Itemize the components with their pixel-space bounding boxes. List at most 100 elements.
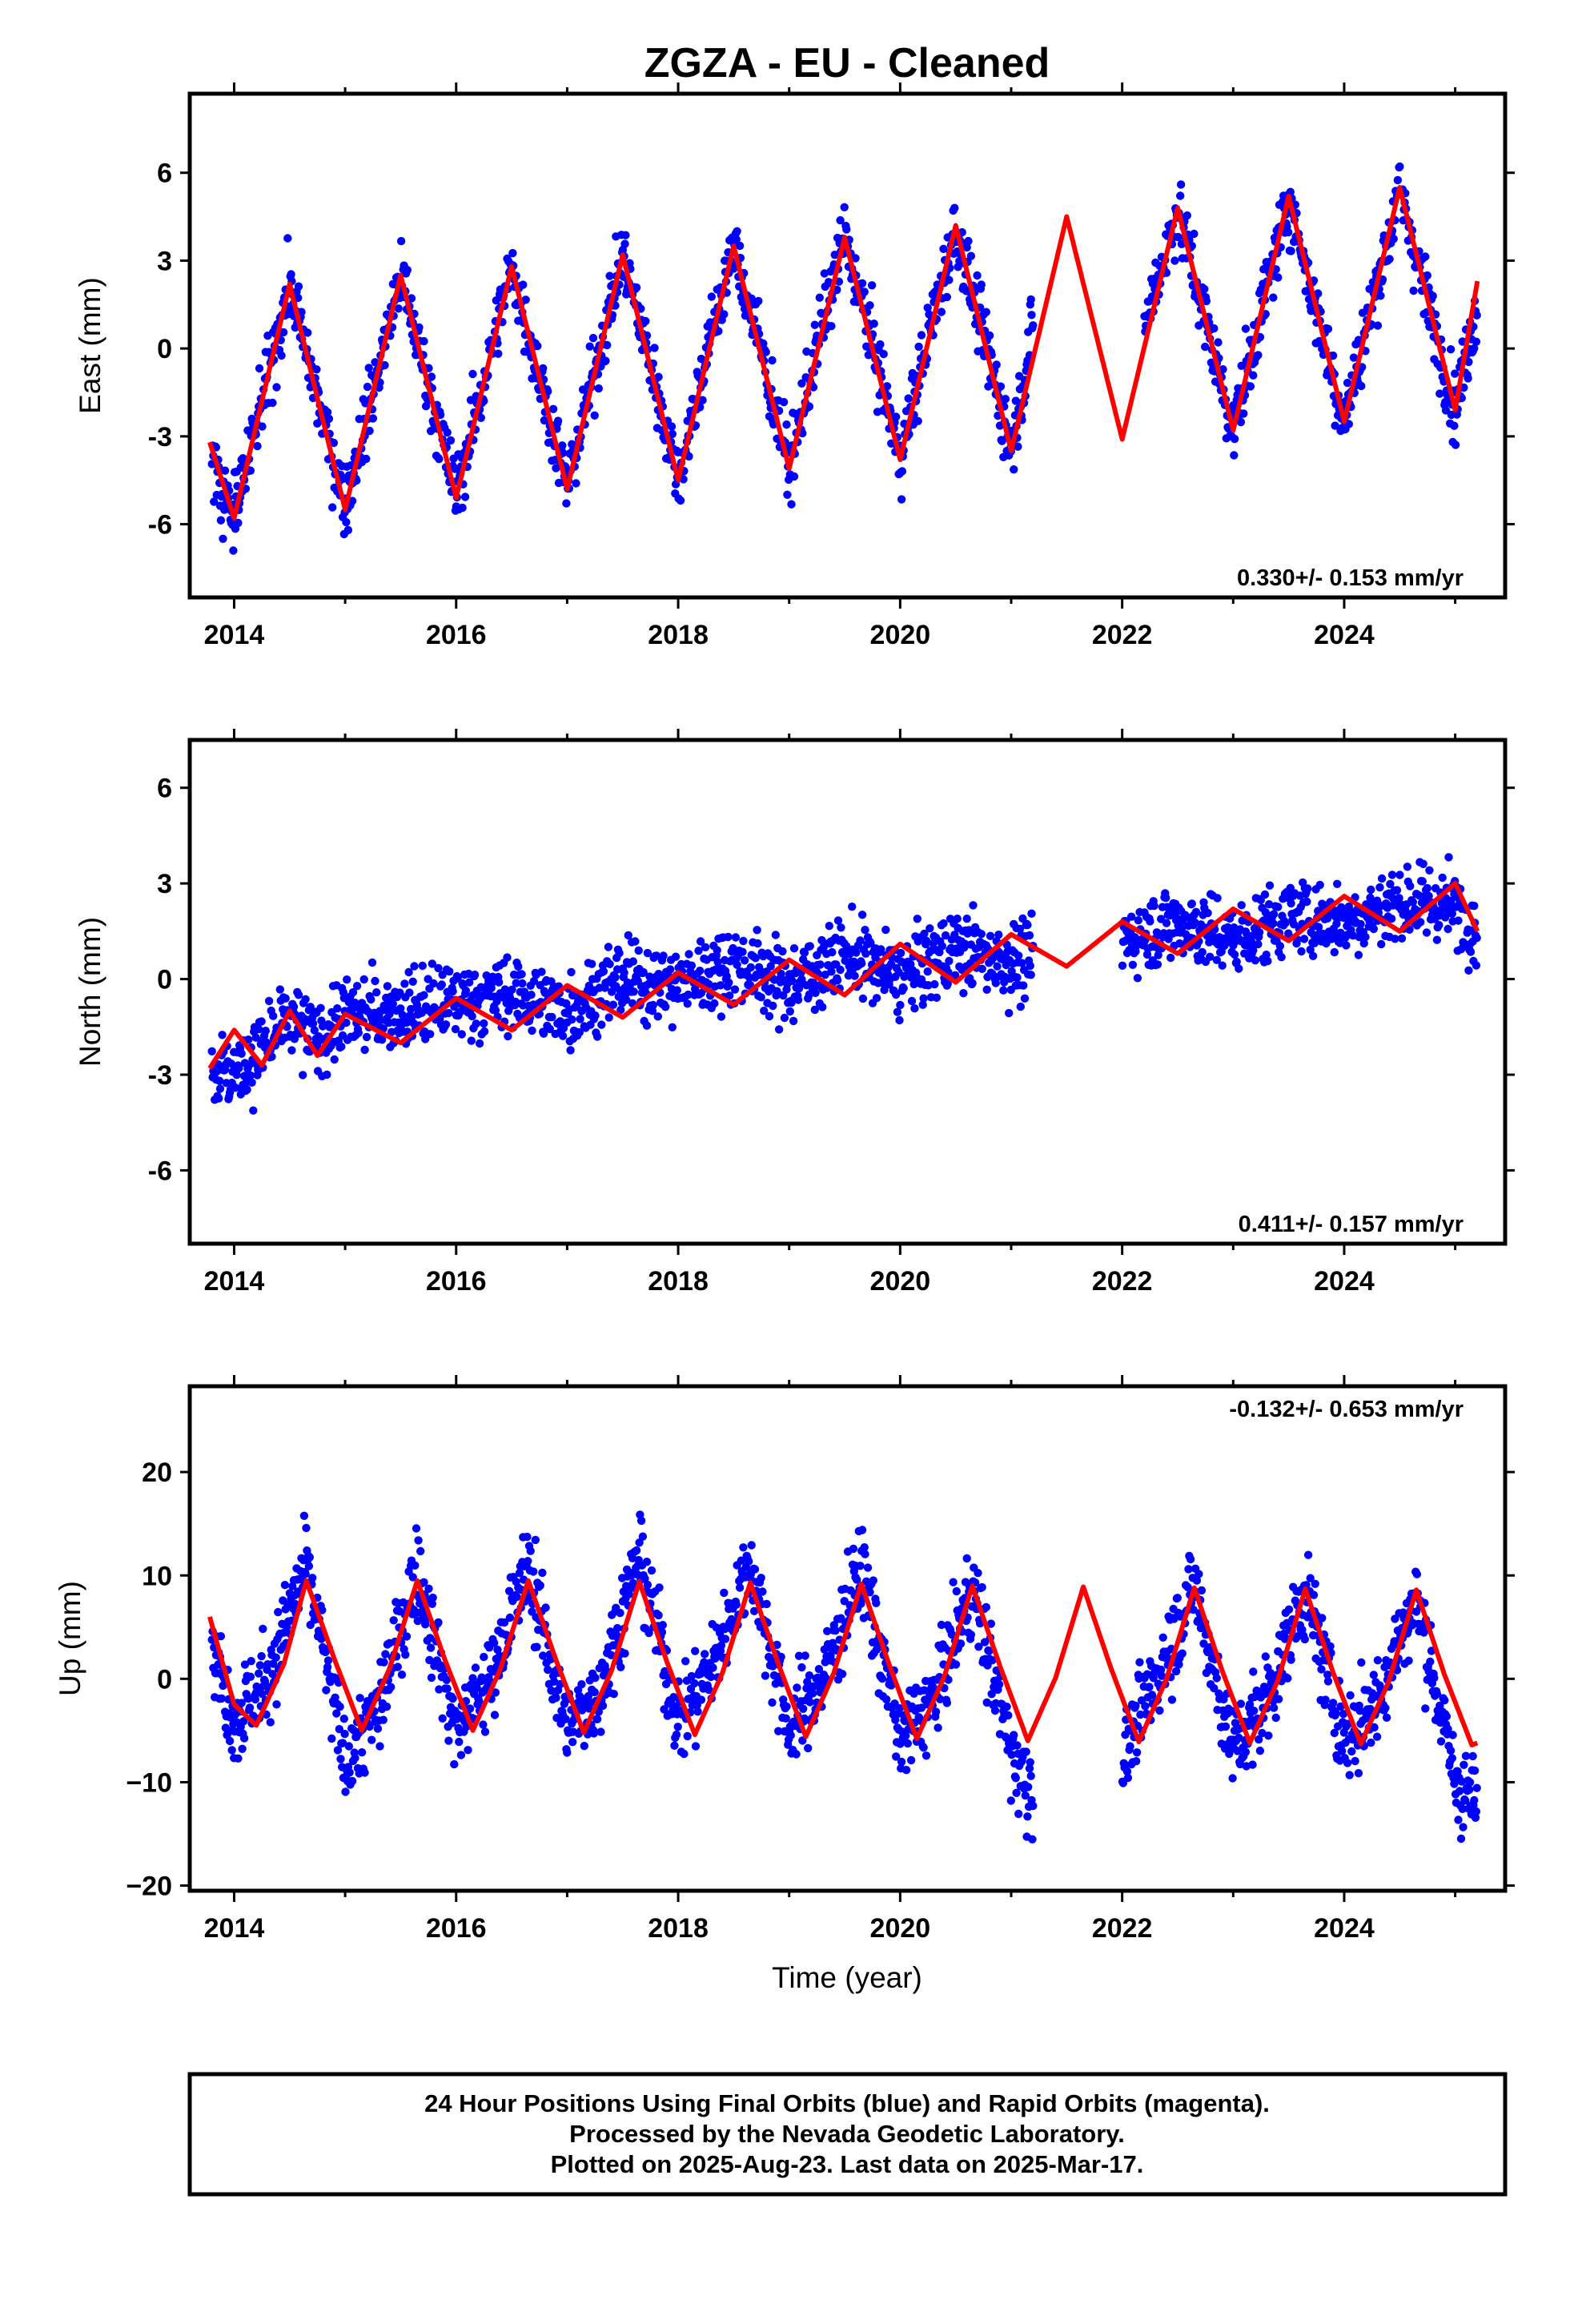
data-point xyxy=(1446,345,1456,354)
data-point xyxy=(1255,928,1264,937)
data-point xyxy=(745,1557,753,1566)
data-point xyxy=(990,1706,1000,1715)
data-point xyxy=(993,962,1002,971)
data-point xyxy=(281,994,290,1003)
data-point xyxy=(1162,919,1171,927)
data-point xyxy=(780,1013,789,1023)
data-point xyxy=(271,1653,280,1662)
data-point xyxy=(444,1736,453,1745)
data-point xyxy=(1330,947,1339,957)
data-point xyxy=(696,967,705,975)
data-point xyxy=(258,1690,267,1699)
data-point xyxy=(804,1743,813,1753)
data-point xyxy=(333,1746,343,1755)
data-point xyxy=(393,1663,402,1671)
data-point xyxy=(558,441,567,450)
data-point xyxy=(1435,921,1443,930)
data-point xyxy=(856,1562,865,1570)
data-point xyxy=(335,1703,344,1711)
data-point xyxy=(597,1020,606,1029)
north-xtick-label: 2022 xyxy=(1092,1266,1153,1297)
data-point xyxy=(1357,381,1366,391)
data-point xyxy=(930,979,939,989)
data-point xyxy=(1006,1796,1016,1805)
data-point xyxy=(1472,934,1481,943)
data-point xyxy=(379,1715,387,1724)
data-point xyxy=(337,1042,346,1051)
data-point xyxy=(939,919,948,928)
data-point xyxy=(805,402,814,411)
data-point xyxy=(243,1085,251,1094)
data-point xyxy=(1331,421,1339,430)
data-point xyxy=(1150,901,1158,911)
data-point xyxy=(730,985,740,994)
data-point xyxy=(301,1570,310,1578)
data-point xyxy=(801,1651,809,1660)
data-point xyxy=(962,243,971,252)
north-ytick-label: 3 xyxy=(157,869,172,899)
data-point xyxy=(1299,935,1309,943)
data-point xyxy=(941,931,950,940)
north-ytick-label: -3 xyxy=(148,1060,172,1091)
data-point xyxy=(1230,950,1239,959)
data-point xyxy=(604,943,613,951)
data-point xyxy=(923,967,932,976)
data-point xyxy=(605,271,614,280)
data-point xyxy=(1289,920,1299,929)
data-point xyxy=(1002,1703,1011,1711)
data-point xyxy=(1451,369,1460,378)
data-point xyxy=(906,1755,916,1765)
data-point xyxy=(1375,883,1384,892)
data-point xyxy=(258,422,267,431)
data-point xyxy=(234,518,243,528)
data-point xyxy=(458,503,467,513)
data-point xyxy=(239,1734,249,1743)
data-point xyxy=(332,1709,341,1718)
data-point xyxy=(774,1025,784,1034)
data-point xyxy=(588,333,598,343)
data-point xyxy=(1162,894,1170,903)
north-frame xyxy=(187,738,1508,1246)
data-point xyxy=(1397,934,1407,943)
data-point xyxy=(687,961,697,970)
data-point xyxy=(380,360,389,370)
data-point xyxy=(388,999,397,1008)
data-point xyxy=(1264,1731,1273,1740)
data-point xyxy=(620,239,629,248)
data-point xyxy=(367,958,377,967)
data-point xyxy=(1010,465,1018,474)
data-point xyxy=(882,1695,891,1704)
data-point xyxy=(455,1737,464,1747)
data-point xyxy=(562,499,571,508)
data-point xyxy=(733,227,741,235)
data-point xyxy=(1251,956,1260,965)
data-point xyxy=(572,479,580,488)
data-point xyxy=(1249,371,1258,380)
data-point xyxy=(1173,1594,1182,1602)
data-point xyxy=(769,1001,777,1011)
east-ylabel: East (mm) xyxy=(74,277,106,414)
data-point xyxy=(590,411,599,420)
data-point xyxy=(977,930,986,939)
data-point xyxy=(609,1690,618,1699)
data-point xyxy=(1011,1774,1021,1783)
data-point xyxy=(1287,899,1295,908)
data-point xyxy=(347,1005,357,1014)
data-point xyxy=(1201,342,1210,352)
data-point xyxy=(348,987,358,997)
data-point xyxy=(588,959,596,968)
data-point xyxy=(789,1016,798,1026)
data-point xyxy=(923,304,932,312)
data-point xyxy=(287,1046,296,1055)
data-point xyxy=(567,967,576,977)
data-point xyxy=(1393,175,1403,185)
north-xtick-label: 2024 xyxy=(1314,1266,1375,1297)
data-point xyxy=(251,1695,260,1704)
east-xtick-label: 2024 xyxy=(1314,620,1375,650)
data-point xyxy=(892,990,901,999)
data-point xyxy=(684,990,693,999)
data-point xyxy=(631,937,640,946)
data-point xyxy=(494,349,503,358)
data-point xyxy=(323,1663,332,1671)
